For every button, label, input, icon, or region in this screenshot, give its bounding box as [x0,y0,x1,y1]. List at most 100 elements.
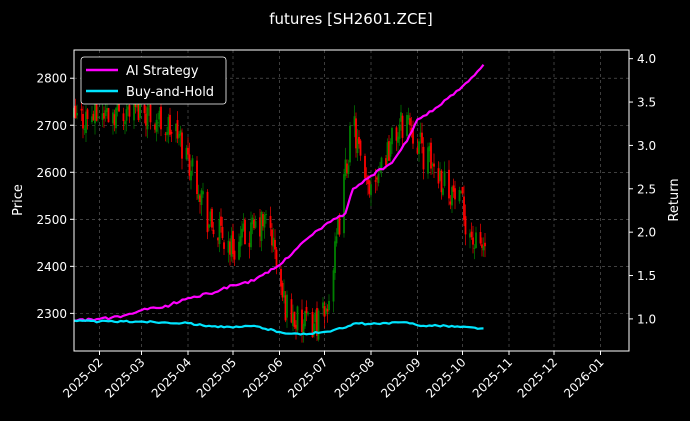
candle-body [421,132,423,144]
candle-body [325,307,327,314]
candle-body [113,114,116,126]
candle-body [347,165,350,174]
candle-body [281,282,284,298]
candle-body [206,191,209,233]
candle-body [133,97,135,121]
return-lines [73,64,485,336]
candle-body [440,170,443,193]
candle-body [463,196,465,220]
y-tick-label-right: 3.0 [637,139,656,153]
candle-body [422,146,425,170]
candle-body [92,113,95,121]
candle-body [241,228,243,238]
candle-body [160,106,162,130]
candle-body [139,102,141,118]
candle-body [482,245,485,251]
candle-body [439,170,441,181]
candle-body [259,217,261,237]
legend: AI Strategy Buy-and-Hold [80,56,227,105]
y-tick-label-right: 1.0 [637,312,656,326]
candle-body [275,249,278,268]
candle-body [155,119,158,132]
candle-body [398,124,401,139]
candle-body [244,219,246,244]
y-tick-label-left: 2400 [36,260,67,274]
candle-body [343,174,345,234]
candle-body [326,308,329,312]
candle-body [218,218,221,245]
candle-body [137,101,140,121]
candle-body [181,132,183,159]
candle-body [451,187,453,206]
y-tick-label-left: 2500 [36,213,67,227]
candle-body [412,130,414,144]
candle-body [401,115,404,138]
candle-body [179,130,182,136]
candle-body [76,113,78,116]
candle-body [419,132,422,137]
candle-body [395,127,398,141]
candle-body [223,242,225,249]
candle-body [103,113,105,119]
candle-body [386,142,389,161]
candle-body [370,184,372,196]
candle-body [263,214,266,228]
grid [74,50,629,351]
candle-body [190,170,192,181]
candle-body [313,323,315,336]
candle-body [391,127,393,145]
candle-body [388,141,390,161]
candle-body [212,229,215,235]
candle-body [473,247,476,249]
candle-body [464,216,467,235]
series-line-buy-and-hold [73,319,484,336]
candle-body [86,109,89,120]
candle-body [199,195,201,203]
candle-body [208,224,210,228]
candle-body [127,106,129,110]
candle-body [293,311,296,328]
series-line-ai-strategy [73,64,485,322]
candle-body [178,133,180,138]
chart-title: futures [SH2601.ZCE] [269,10,433,28]
candle-body [116,101,119,111]
candle-body [397,136,399,143]
candle-body [197,194,200,199]
candle-body [302,323,305,335]
candle-body [233,250,236,260]
legend-label-ai-strategy: AI Strategy [126,64,199,79]
candle-body [254,221,257,228]
candle-body [452,185,455,192]
candle-body [431,163,434,166]
candle-body [437,168,440,184]
y-axis-label-left: Price [11,184,26,216]
candle-body [188,154,191,176]
candle-body [460,191,462,193]
y-tick-label-right: 2.0 [637,226,656,240]
candle-body [101,113,104,120]
candle-body [427,147,429,174]
candle-body [106,108,108,112]
candle-body [356,138,359,154]
candle-body [469,233,471,238]
candle-body [238,241,240,260]
candle-body [253,219,255,229]
candle-body [338,215,341,235]
candle-body [209,211,212,221]
candle-body [307,312,309,315]
candle-body [428,146,431,152]
candle-body [82,113,84,129]
candle-body [262,214,264,227]
candle-body [125,109,128,121]
candle-body [232,231,234,255]
y-tick-label-right: 1.5 [637,269,656,283]
candle-body [80,108,83,111]
candle-body [170,131,173,134]
candle-body [250,222,252,248]
y-tick-label-right: 2.5 [637,182,656,196]
candle-body [334,241,336,273]
candle-body [295,324,297,329]
candle-body [217,237,219,241]
candle-body [143,104,146,114]
candle-body [442,188,444,195]
